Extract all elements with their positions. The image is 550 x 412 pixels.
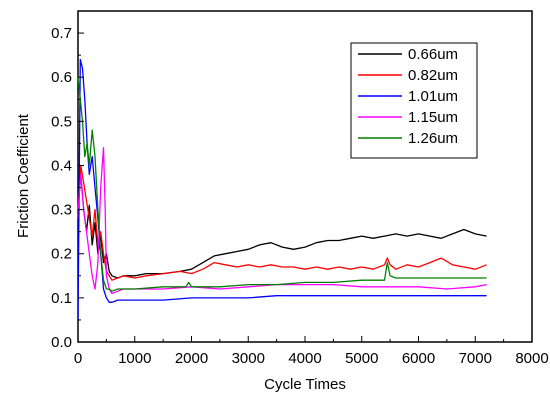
x-axis-ticks: 0 1000 2000 3000 4000 5000 6000 7000 8000 bbox=[74, 336, 549, 367]
x-tick-label: 7000 bbox=[459, 350, 492, 367]
series-line-1.15um bbox=[77, 147, 487, 295]
y-tick-label: 0.2 bbox=[51, 246, 72, 263]
x-tick-label: 5000 bbox=[345, 350, 378, 367]
legend: 0.66um 0.82um 1.01um 1.15um 1.26um bbox=[350, 42, 478, 159]
legend-box bbox=[350, 42, 478, 159]
y-tick-label: 0.4 bbox=[51, 157, 72, 174]
legend-label: 0.82um bbox=[408, 67, 458, 84]
y-axis-title: Friction Coefficient bbox=[15, 113, 32, 238]
y-tick-label: 0.1 bbox=[51, 290, 72, 307]
x-tick-label: 2000 bbox=[175, 350, 208, 367]
x-axis-title: Cycle Times bbox=[264, 376, 346, 393]
x-tick-label: 1000 bbox=[118, 350, 151, 367]
x-tick-label: 6000 bbox=[402, 350, 435, 367]
y-tick-label: 0.0 bbox=[51, 334, 72, 351]
y-tick-label: 0.5 bbox=[51, 113, 72, 130]
legend-label: 1.26um bbox=[408, 130, 458, 147]
legend-label: 1.01um bbox=[408, 88, 458, 105]
series-layer bbox=[77, 58, 487, 320]
y-tick-label: 0.6 bbox=[51, 69, 72, 86]
x-tick-label: 3000 bbox=[232, 350, 265, 367]
series-line-1.01um bbox=[77, 58, 487, 320]
legend-label: 1.15um bbox=[408, 109, 458, 126]
x-tick-label: 0 bbox=[74, 350, 82, 367]
y-tick-label: 0.7 bbox=[51, 25, 72, 42]
x-tick-label: 8000 bbox=[515, 350, 548, 367]
series-line-1.26um bbox=[77, 77, 487, 292]
y-axis-ticks: 0.0 0.1 0.2 0.3 0.4 0.5 0.6 0.7 bbox=[51, 10, 84, 351]
series-line-0.66um bbox=[77, 173, 487, 279]
y-tick-label: 0.3 bbox=[51, 202, 72, 219]
legend-label: 0.66um bbox=[408, 46, 458, 63]
series-line-0.82um bbox=[77, 164, 487, 281]
x-tick-label: 4000 bbox=[288, 350, 321, 367]
